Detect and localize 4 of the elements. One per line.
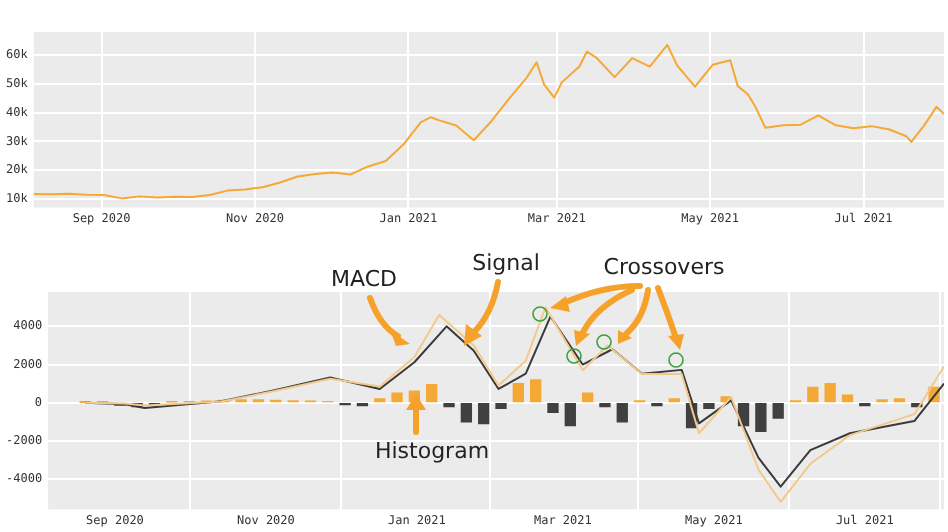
text: Signal [472,249,540,276]
text: MACD [331,265,397,292]
annotation: Histogram [374,437,490,464]
text: Crossovers [603,253,725,280]
